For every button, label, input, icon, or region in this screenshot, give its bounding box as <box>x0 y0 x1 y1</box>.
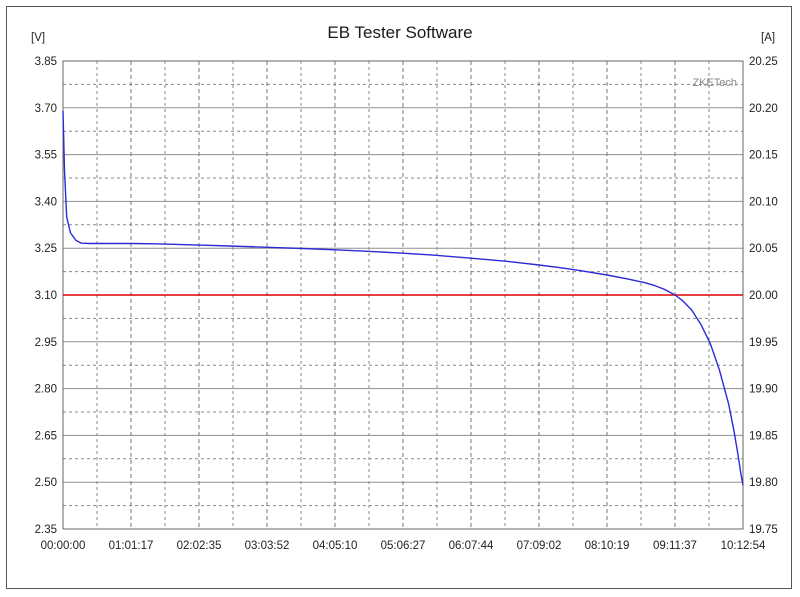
x-tick-label: 09:11:37 <box>653 540 697 552</box>
watermark: ZKETech <box>692 77 737 89</box>
y-right-tick-label: 19.85 <box>749 430 778 442</box>
x-tick-label: 00:00:00 <box>41 540 86 552</box>
x-tick-label: 10:12:54 <box>721 540 766 552</box>
chart-window: EB Tester Software [V] [A] 3.85 3.70 3.55 3… <box>6 6 792 589</box>
right-axis-unit: [A] <box>761 32 775 44</box>
y-right-tick-label: 20.00 <box>749 290 778 302</box>
y-left-tick-label: 3.40 <box>35 196 57 208</box>
y-right-tick-label: 20.10 <box>749 196 778 208</box>
x-tick-label: 04:05:10 <box>313 540 358 552</box>
x-tick-label: 02:02:35 <box>177 540 222 552</box>
x-tick-label: 05:06:27 <box>381 540 426 552</box>
x-tick-label: 07:09:02 <box>517 540 562 552</box>
y-right-tick-label: 19.80 <box>749 477 778 489</box>
y-left-tick-label: 3.55 <box>35 150 57 162</box>
y-right-tick-label: 19.75 <box>749 524 778 536</box>
y-right-tick-label: 19.90 <box>749 384 778 396</box>
y-right-tick-label: 20.25 <box>749 56 778 68</box>
chart-title: EB Tester Software <box>327 23 472 42</box>
x-tick-label: 03:03:52 <box>245 540 290 552</box>
x-tick-label: 01:01:17 <box>109 540 154 552</box>
y-left-tick-label: 2.65 <box>35 430 57 442</box>
y-left-tick-label: 3.70 <box>35 103 57 115</box>
y-left-tick-label: 3.85 <box>35 56 57 68</box>
left-axis-unit: [V] <box>31 32 45 44</box>
y-right-tick-label: 20.05 <box>749 243 778 255</box>
y-left-tick-label: 2.95 <box>35 337 57 349</box>
y-right-tick-label: 20.20 <box>749 103 778 115</box>
y-left-tick-label: 2.80 <box>35 384 57 396</box>
x-tick-label: 08:10:19 <box>585 540 630 552</box>
y-left-tick-label: 2.35 <box>35 524 57 536</box>
y-left-tick-label: 3.25 <box>35 243 57 255</box>
y-left-tick-label: 3.10 <box>35 290 57 302</box>
chart: EB Tester Software [V] [A] 3.85 3.70 3.55 3… <box>31 23 778 552</box>
series-line-voltage <box>62 110 744 486</box>
y-right-tick-label: 19.95 <box>749 337 778 349</box>
y-left-tick-label: 2.50 <box>35 477 57 489</box>
x-tick-label: 06:07:44 <box>449 540 494 552</box>
y-right-tick-label: 20.15 <box>749 150 778 162</box>
